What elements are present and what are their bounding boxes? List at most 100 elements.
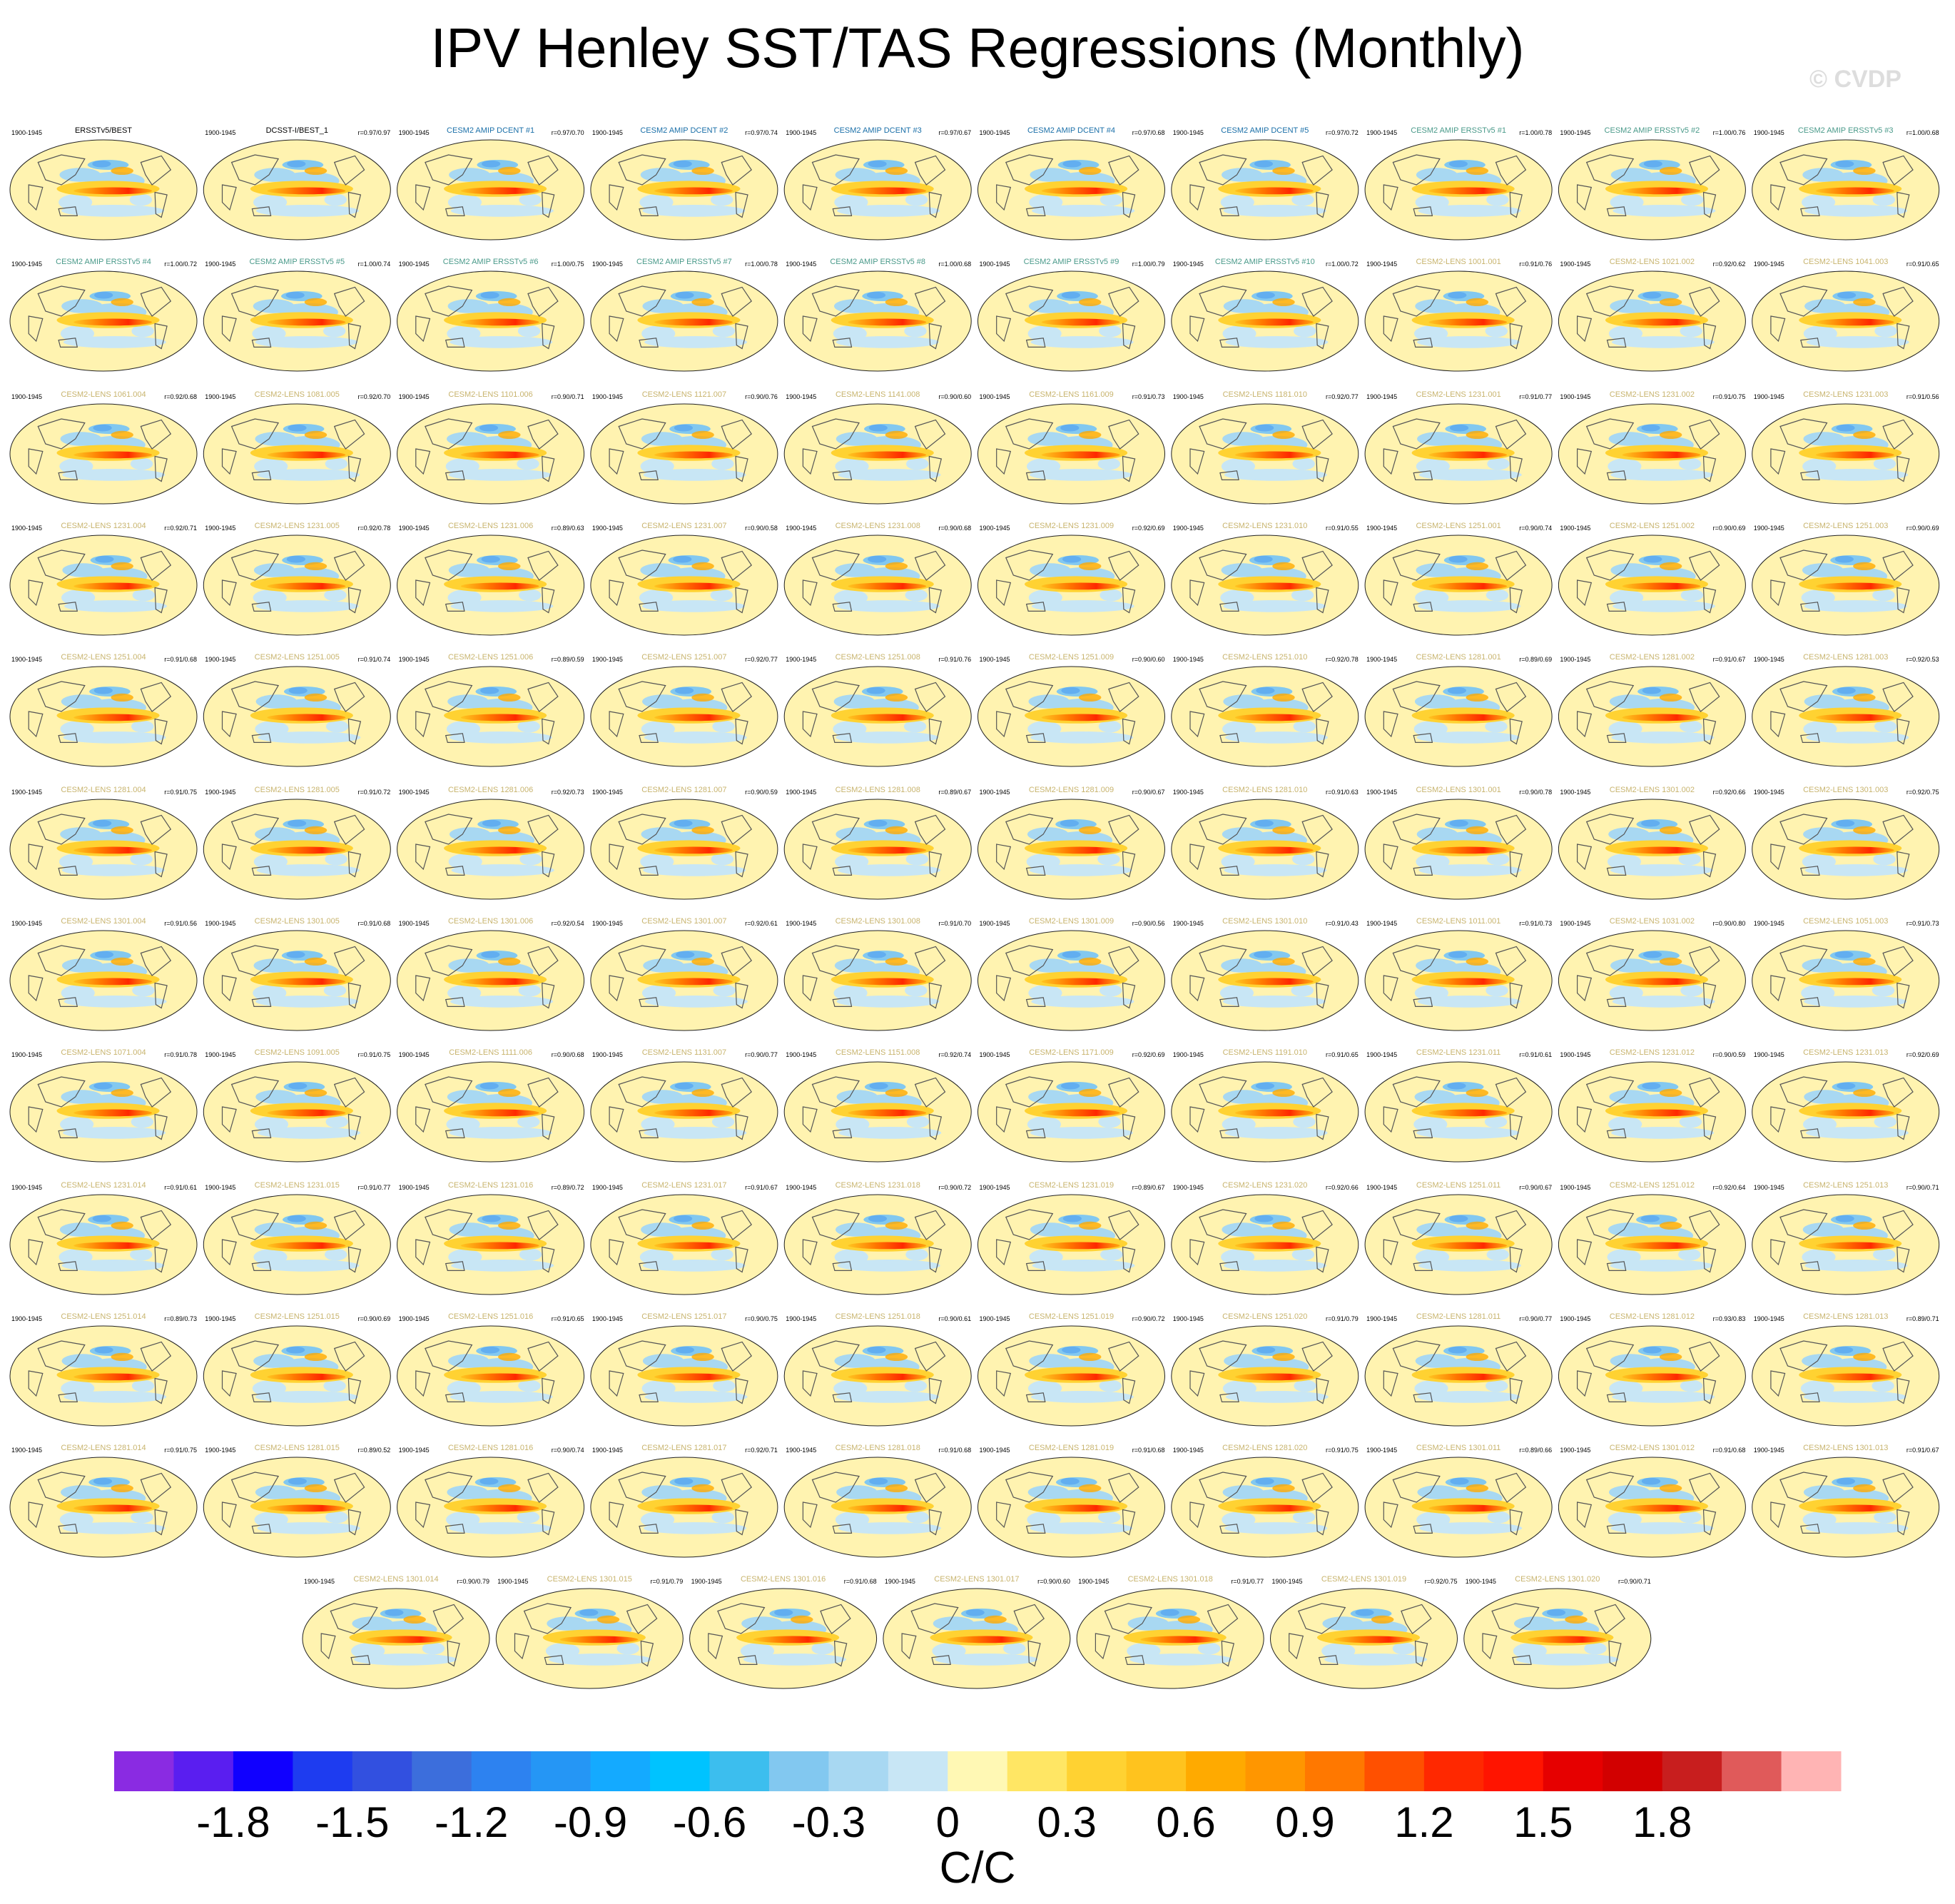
cool-anomaly <box>92 1215 111 1222</box>
coastline <box>735 1377 748 1404</box>
map-outline <box>9 535 198 636</box>
panel-label: CESM2-LENS 1281.009 <box>1029 786 1114 794</box>
cool-anomaly <box>1030 1222 1072 1237</box>
equatorial-warm-tongue <box>73 846 153 854</box>
cool-anomaly <box>641 985 676 1001</box>
coastline <box>639 866 659 876</box>
cool-anomaly <box>1222 721 1256 737</box>
cool-anomaly <box>1608 432 1650 446</box>
panel-label: CESM2-LENS 1281.004 <box>61 786 146 794</box>
coastline <box>1896 323 1910 350</box>
coastline <box>639 1128 659 1138</box>
warm-anomaly <box>304 1221 327 1230</box>
warm-anomaly <box>1371 1615 1394 1624</box>
panel-stats: r=1.00/0.74 <box>358 260 391 268</box>
coastline <box>1800 1524 1820 1534</box>
coastline <box>1702 1246 1717 1273</box>
coastline <box>347 1113 362 1140</box>
cool-anomaly <box>252 1380 286 1397</box>
coastline <box>1770 711 1786 738</box>
coastline <box>415 579 431 607</box>
panel-period: 1900-1945 <box>885 1578 915 1585</box>
cool-anomaly <box>448 1249 482 1265</box>
coastline <box>333 155 365 186</box>
coastline <box>928 982 943 1009</box>
coastline <box>1896 718 1910 745</box>
warm-anomaly <box>885 1221 908 1230</box>
cool-anomaly <box>1678 1248 1701 1261</box>
panel-period: 1900-1945 <box>1173 656 1204 663</box>
coastline <box>914 419 946 450</box>
coastline <box>1585 285 1635 317</box>
equatorial-warm-tongue <box>848 451 927 459</box>
map-panel: 1900-1945 CESM2-LENS 1231.006 r=0.89/0.63 <box>397 522 585 636</box>
map-outline <box>203 270 391 372</box>
cool-anomaly <box>1030 563 1071 577</box>
coastline <box>140 1210 172 1240</box>
coastline <box>1189 448 1205 475</box>
equatorial-warm-tongue <box>1234 714 1314 721</box>
map-outline <box>9 139 198 240</box>
coastline <box>1383 975 1398 1002</box>
panel-label: CESM2-LENS 1251.008 <box>836 653 920 662</box>
cool-anomaly <box>867 1346 886 1354</box>
equatorial-warm-tongue <box>1041 1242 1120 1250</box>
coastline <box>811 1076 860 1108</box>
panel-label: CESM2-LENS 1281.006 <box>448 786 533 794</box>
map-panel: 1900-1945 CESM2-LENS 1111.006 r=0.90/0.68 <box>397 1048 585 1163</box>
map-outline <box>1171 535 1359 636</box>
coastline <box>1702 323 1717 350</box>
panel-period: 1900-1945 <box>980 1447 1010 1454</box>
cool-anomaly <box>1027 827 1069 841</box>
panel-label: CESM2-LENS 1251.009 <box>1029 653 1114 662</box>
coastline <box>1392 285 1441 317</box>
map-outline <box>1752 1325 1940 1427</box>
coastline <box>1025 997 1046 1007</box>
map-panel: 1900-1945 CESM2-LENS 1301.016 r=0.91/0.68 <box>689 1575 878 1689</box>
cool-anomaly <box>1801 985 1835 1001</box>
cool-anomaly <box>255 1485 297 1499</box>
coastline <box>832 1524 853 1534</box>
cool-anomaly <box>1028 985 1062 1001</box>
coastline <box>1199 681 1247 712</box>
coastline <box>527 946 559 976</box>
warm-anomaly <box>1272 1221 1295 1230</box>
coastline <box>811 1209 860 1240</box>
coastline <box>1770 579 1786 607</box>
map-panel: 1900-1945 CESM2-LENS 1231.001 r=0.91/0.77 <box>1364 390 1553 505</box>
coastline <box>802 448 818 475</box>
cool-anomaly <box>1061 291 1080 299</box>
panel-period: 1900-1945 <box>205 789 235 796</box>
coastline <box>1779 1340 1828 1372</box>
coastline <box>1606 1261 1627 1271</box>
panel-stats: r=0.90/0.67 <box>1132 789 1165 796</box>
panel-label: CESM2-LENS 1301.001 <box>1416 786 1500 794</box>
coastline <box>1509 1246 1523 1273</box>
coastline <box>1585 814 1635 845</box>
coastline <box>251 866 272 876</box>
coastline <box>618 681 666 712</box>
coastline <box>1025 1392 1046 1402</box>
coastline <box>914 155 946 186</box>
cool-anomaly <box>286 555 305 563</box>
coastline <box>1219 1392 1239 1402</box>
panel-stats: r=0.90/0.68 <box>552 1051 584 1058</box>
coastline <box>735 587 748 614</box>
coastline <box>1189 711 1205 738</box>
warm-anomaly <box>1853 693 1876 702</box>
map-outline <box>397 1061 585 1163</box>
cool-anomaly <box>834 958 876 973</box>
panel-label: CESM2-LENS 1231.011 <box>1416 1048 1500 1057</box>
cool-anomaly <box>1392 1642 1416 1655</box>
panel-stats: r=0.90/0.68 <box>938 525 971 532</box>
equatorial-warm-tongue <box>1428 846 1508 854</box>
cool-anomaly <box>1836 1477 1855 1485</box>
cool-anomaly <box>61 958 103 973</box>
panel-period: 1900-1945 <box>1173 920 1204 927</box>
cool-anomaly <box>253 985 287 1001</box>
cool-anomaly <box>1641 1477 1661 1485</box>
cool-anomaly <box>1027 1511 1061 1528</box>
coastline <box>542 1509 555 1536</box>
map-outline <box>203 1325 391 1427</box>
coastline <box>1882 946 1914 976</box>
